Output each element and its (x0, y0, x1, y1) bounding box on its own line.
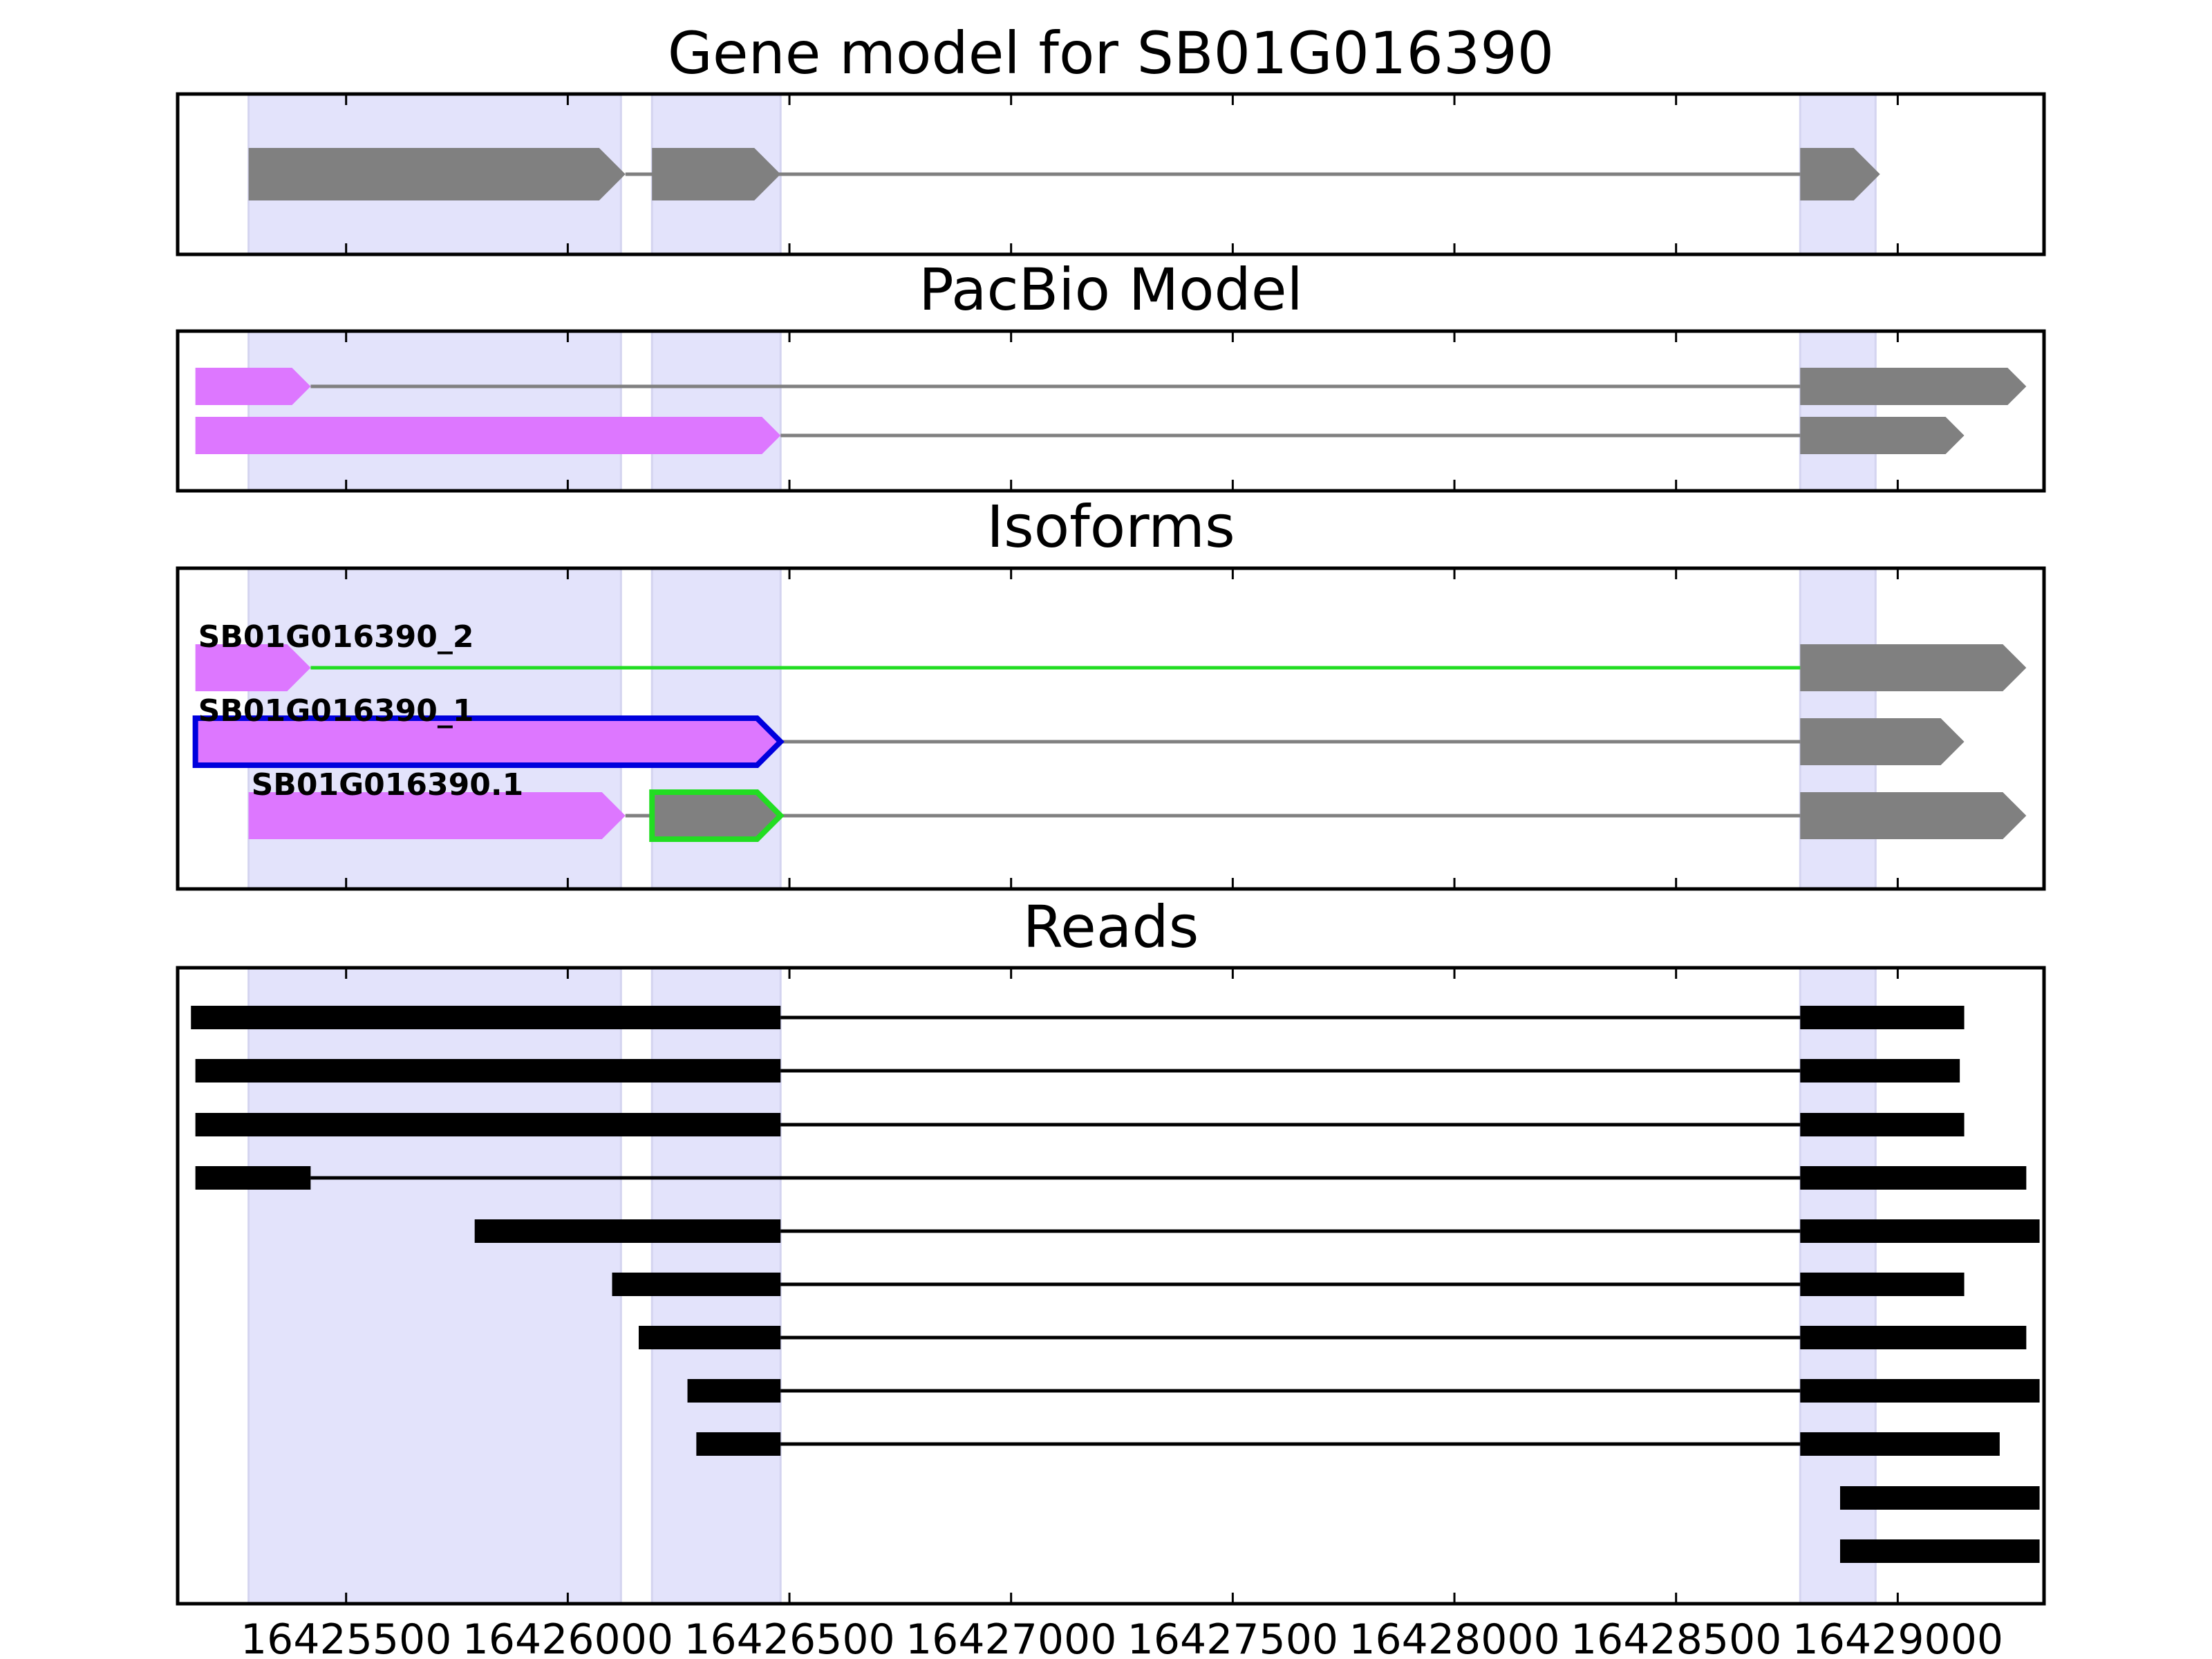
exon-1 (195, 644, 311, 691)
isoforms-title: Isoforms (986, 493, 1235, 561)
reads-track-3 (195, 1113, 1965, 1136)
exon-1 (687, 1379, 781, 1403)
pacbio-model-track-2 (195, 417, 1965, 454)
x-tick-label: 16426500 (684, 1615, 894, 1659)
highlight-region-2 (650, 330, 782, 492)
pacbio-model-track-1 (195, 368, 2027, 405)
exon-2 (1800, 1113, 1965, 1136)
exon-2 (1800, 1059, 1960, 1082)
exon-1 (195, 1113, 781, 1136)
pacbio-model-frame (176, 329, 2046, 493)
exon-2 (652, 148, 781, 200)
exon-2 (1800, 1006, 1965, 1029)
gene-model-panel: Gene model for SB01G016390 (176, 19, 2046, 256)
exon-1 (195, 1059, 781, 1082)
exon-2 (1800, 1379, 2040, 1403)
pacbio-model-title: PacBio Model (919, 256, 1303, 324)
exon-1 (248, 148, 626, 200)
gene-model-title: Gene model for SB01G016390 (668, 19, 1554, 87)
x-tick-label: 16425500 (241, 1615, 451, 1659)
gene-model-frame (176, 92, 2046, 256)
x-axis-tick-labels: 16425500 16426000 16426500 16427000 16427500… (241, 1615, 2003, 1659)
reads-frame (176, 966, 2046, 1606)
reads-track-9 (696, 1432, 2000, 1456)
exon-1 (1839, 1539, 2040, 1563)
exon-1 (1839, 1486, 2040, 1510)
exon-1 (638, 1326, 781, 1349)
exon-1 (474, 1219, 781, 1243)
exon-3 (1800, 792, 2027, 839)
exon-1 (192, 715, 785, 768)
reads-track-2 (195, 1059, 1960, 1082)
exon-1 (195, 368, 311, 405)
exon-2 (1800, 1273, 1965, 1296)
isoforms-panel: Isoforms SB01G016390_2 SB01G016390_1 SB01G0… (176, 493, 2046, 891)
exon-1 (696, 1432, 781, 1456)
exon-2 (1800, 1219, 2040, 1243)
gene-model-track-1 (248, 148, 1880, 200)
pacbio-model-panel: PacBio Model (176, 256, 2046, 493)
reads-track-11 (1839, 1539, 2040, 1563)
reads-track-8 (687, 1379, 2040, 1403)
reads-track-7 (638, 1326, 2027, 1349)
exon-2 (1800, 718, 1965, 765)
x-tick-label: 16428500 (1571, 1615, 1781, 1659)
reads-track-5 (474, 1219, 2040, 1243)
isoform-label: SB01G016390.1 (252, 767, 524, 803)
exon-1 (195, 1166, 311, 1190)
reads-title: Reads (1023, 893, 1199, 961)
x-tick-label: 16427000 (906, 1615, 1116, 1659)
exon-1 (612, 1273, 781, 1296)
reads-track-1 (191, 1006, 1965, 1029)
reads-panel: Reads (176, 893, 2046, 1606)
isoforms-track-3: SB01G016390.1 (248, 767, 2027, 842)
exon-2 (1800, 368, 2027, 405)
exon-1 (248, 792, 626, 839)
highlight-region-3 (1799, 330, 1877, 492)
exon-1 (195, 417, 781, 454)
isoform-label: SB01G016390_2 (198, 619, 474, 655)
exon-2 (1800, 417, 1965, 454)
isoforms-track-1: SB01G016390_2 (195, 619, 2027, 691)
exon-2 (1800, 1326, 2027, 1349)
isoforms-frame (176, 566, 2046, 891)
isoforms-track-2: SB01G016390_1 (192, 693, 1965, 768)
isoform-label: SB01G016390_1 (198, 693, 474, 729)
exon-2 (1800, 1166, 2027, 1190)
x-tick-label: 16429000 (1792, 1615, 2003, 1659)
exon-2 (1800, 644, 2027, 691)
exon-1 (191, 1006, 781, 1029)
reads-track-10 (1839, 1486, 2040, 1510)
exon-3 (1800, 148, 1880, 200)
reads-track-6 (612, 1273, 1965, 1296)
exon-2 (649, 789, 785, 842)
x-tick-label: 16427500 (1127, 1615, 1338, 1659)
x-tick-label: 16426000 (462, 1615, 673, 1659)
x-tick-label: 16428000 (1349, 1615, 1559, 1659)
reads-track-4 (195, 1166, 2027, 1190)
exon-2 (1800, 1432, 2000, 1456)
highlight-region-1 (247, 330, 622, 492)
